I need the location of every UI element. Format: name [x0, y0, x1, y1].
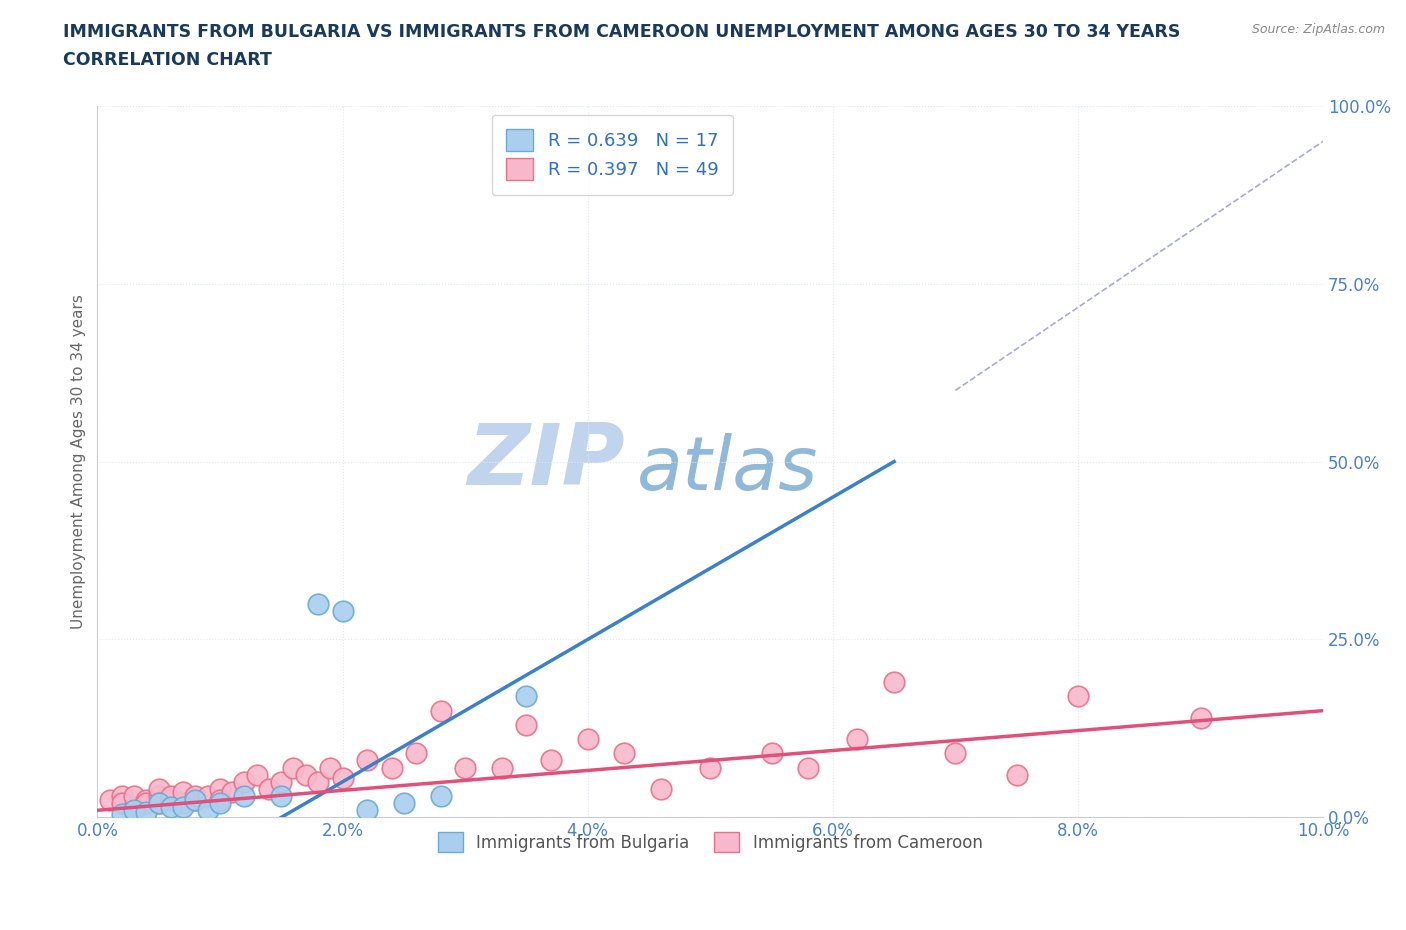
Point: [454, 760, 477, 775]
Point: [111, 796, 134, 811]
Point: [356, 753, 378, 768]
Point: [148, 796, 170, 811]
Point: [172, 796, 194, 811]
Point: [650, 781, 672, 796]
Point: [699, 760, 721, 775]
Point: [319, 760, 342, 775]
Point: [160, 792, 183, 807]
Point: [257, 781, 280, 796]
Point: [111, 789, 134, 804]
Point: [515, 689, 537, 704]
Point: [172, 785, 194, 800]
Point: [1005, 767, 1028, 782]
Point: [148, 796, 170, 811]
Point: [208, 781, 231, 796]
Point: [233, 789, 256, 804]
Point: [184, 789, 207, 804]
Point: [576, 732, 599, 747]
Point: [307, 596, 329, 611]
Point: [172, 799, 194, 814]
Point: [613, 746, 636, 761]
Point: [160, 789, 183, 804]
Point: [332, 771, 354, 786]
Point: [122, 799, 145, 814]
Point: [184, 792, 207, 807]
Point: [1189, 711, 1212, 725]
Point: [380, 760, 402, 775]
Text: atlas: atlas: [637, 432, 818, 505]
Point: [883, 675, 905, 690]
Point: [184, 792, 207, 807]
Point: [111, 806, 134, 821]
Point: [429, 703, 451, 718]
Point: [135, 796, 157, 811]
Point: [429, 789, 451, 804]
Point: [405, 746, 427, 761]
Point: [294, 767, 316, 782]
Point: [135, 792, 157, 807]
Point: [122, 789, 145, 804]
Text: Source: ZipAtlas.com: Source: ZipAtlas.com: [1251, 23, 1385, 36]
Point: [233, 775, 256, 790]
Point: [797, 760, 820, 775]
Point: [540, 753, 562, 768]
Point: [148, 789, 170, 804]
Y-axis label: Unemployment Among Ages 30 to 34 years: Unemployment Among Ages 30 to 34 years: [72, 294, 86, 629]
Point: [208, 792, 231, 807]
Point: [122, 803, 145, 817]
Point: [246, 767, 269, 782]
Point: [491, 760, 513, 775]
Legend: Immigrants from Bulgaria, Immigrants from Cameroon: Immigrants from Bulgaria, Immigrants fro…: [432, 825, 990, 859]
Text: ZIP: ZIP: [467, 420, 624, 503]
Point: [270, 789, 292, 804]
Point: [160, 799, 183, 814]
Point: [307, 775, 329, 790]
Point: [197, 803, 219, 817]
Text: CORRELATION CHART: CORRELATION CHART: [63, 51, 273, 69]
Point: [221, 785, 243, 800]
Point: [945, 746, 967, 761]
Point: [1067, 689, 1090, 704]
Point: [332, 604, 354, 618]
Point: [197, 789, 219, 804]
Point: [761, 746, 783, 761]
Point: [135, 804, 157, 819]
Point: [515, 717, 537, 732]
Point: [148, 781, 170, 796]
Point: [846, 732, 869, 747]
Point: [392, 796, 415, 811]
Point: [98, 792, 121, 807]
Point: [283, 760, 305, 775]
Text: IMMIGRANTS FROM BULGARIA VS IMMIGRANTS FROM CAMEROON UNEMPLOYMENT AMONG AGES 30 : IMMIGRANTS FROM BULGARIA VS IMMIGRANTS F…: [63, 23, 1181, 41]
Point: [356, 803, 378, 817]
Point: [270, 775, 292, 790]
Point: [208, 796, 231, 811]
